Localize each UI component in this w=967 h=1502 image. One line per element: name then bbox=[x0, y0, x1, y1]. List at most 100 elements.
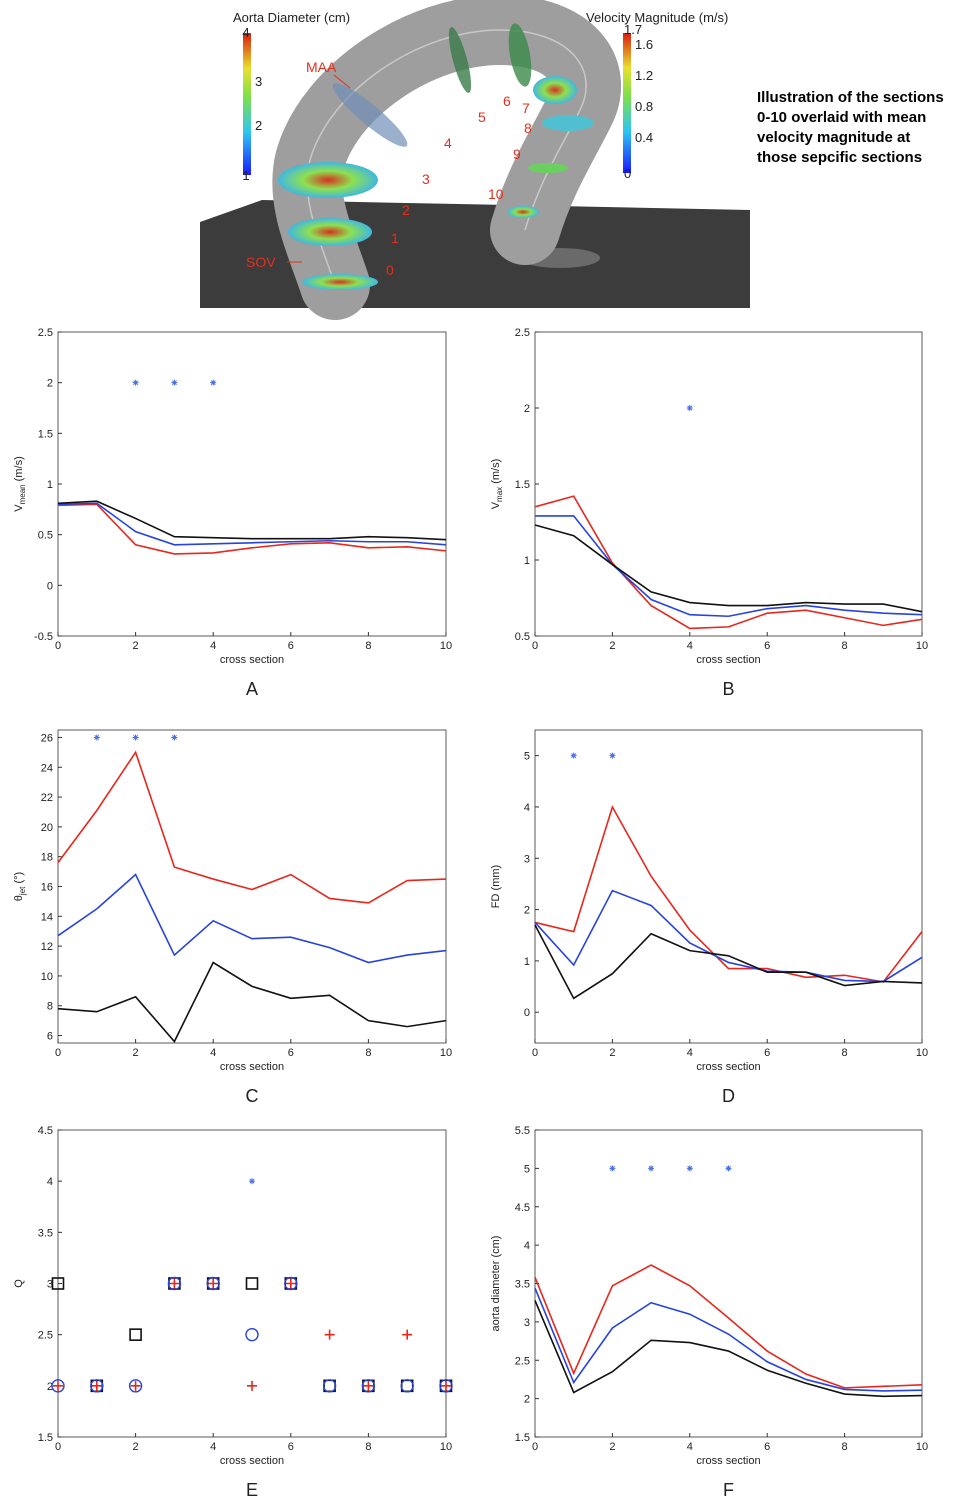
anatomy-label: SOV bbox=[246, 254, 276, 270]
caption-line: 0-10 overlaid with mean bbox=[757, 109, 926, 126]
plus-marker bbox=[402, 1329, 413, 1340]
panel-label: A bbox=[246, 679, 258, 699]
section-number: 9 bbox=[513, 146, 521, 162]
x-axis-label: cross section bbox=[696, 1061, 760, 1073]
y-tick-label: 0.5 bbox=[515, 631, 530, 643]
y-axis-label: Vmean (m/s) bbox=[13, 456, 27, 511]
y-tick-label: 0 bbox=[47, 580, 53, 592]
data-line bbox=[534, 804, 923, 983]
circle-marker bbox=[90, 1379, 104, 1393]
plot-frame bbox=[534, 331, 923, 637]
circle-marker bbox=[400, 1379, 414, 1393]
x-tick-label: 6 bbox=[288, 1047, 294, 1059]
y-tick-label: 0.5 bbox=[38, 530, 53, 542]
x-tick-label: 2 bbox=[609, 1047, 615, 1059]
data-line bbox=[57, 502, 447, 546]
y-tick-label: 6 bbox=[47, 1031, 53, 1043]
plus-marker bbox=[169, 1278, 180, 1289]
section-disc bbox=[332, 83, 408, 147]
x-tick-label: 8 bbox=[842, 1441, 848, 1453]
section-number: 5 bbox=[478, 109, 486, 125]
data-line bbox=[535, 515, 923, 618]
colorbar-tick: 0.4 bbox=[635, 130, 653, 145]
significance-marker bbox=[93, 734, 100, 741]
plus-marker bbox=[324, 1329, 335, 1340]
significance-marker bbox=[609, 1165, 616, 1172]
section-disc bbox=[528, 163, 568, 173]
significance-marker bbox=[132, 379, 139, 386]
data-line bbox=[57, 961, 447, 1043]
section-disc bbox=[542, 115, 594, 131]
y-tick-label: 3.5 bbox=[515, 1279, 530, 1291]
section-disc bbox=[448, 27, 472, 93]
circle-marker bbox=[361, 1379, 376, 1393]
y-tick-label: 3 bbox=[47, 1279, 53, 1291]
data-line bbox=[534, 1264, 923, 1389]
x-tick-label: 6 bbox=[288, 1441, 294, 1453]
colorbar-tick: 1.2 bbox=[635, 68, 653, 83]
colorbar bbox=[243, 33, 251, 175]
square-marker bbox=[51, 1277, 65, 1290]
panel-label: E bbox=[246, 1480, 258, 1497]
plus-marker bbox=[208, 1278, 219, 1289]
significance-marker bbox=[570, 752, 577, 759]
colorbar-title: Velocity Magnitude (m/s) bbox=[586, 10, 728, 25]
square-marker bbox=[129, 1328, 142, 1341]
x-tick-label: 0 bbox=[55, 1047, 61, 1059]
y-tick-label: 16 bbox=[41, 882, 53, 894]
y-tick-label: 1.5 bbox=[515, 1432, 530, 1444]
section-number: 3 bbox=[422, 171, 430, 187]
x-tick-label: 8 bbox=[365, 1441, 371, 1453]
y-tick-label: 1 bbox=[524, 555, 530, 567]
anatomy-label: MAA bbox=[306, 59, 337, 75]
y-tick-label: 2 bbox=[47, 378, 53, 390]
significance-marker bbox=[249, 1178, 255, 1185]
x-axis-label: cross section bbox=[220, 1061, 284, 1073]
section-number: 2 bbox=[402, 202, 410, 218]
y-tick-label: 4 bbox=[47, 1176, 53, 1188]
y-tick-label: 3 bbox=[524, 1317, 530, 1329]
section-number: 8 bbox=[524, 120, 532, 136]
y-axis-label-base: V bbox=[13, 504, 25, 512]
x-tick-label: 4 bbox=[687, 640, 693, 652]
circle-marker bbox=[439, 1379, 453, 1393]
data-line bbox=[57, 500, 447, 541]
y-tick-label: 5.5 bbox=[515, 1125, 530, 1137]
circle-marker bbox=[51, 1379, 65, 1393]
plus-marker bbox=[441, 1380, 451, 1391]
x-tick-label: 4 bbox=[687, 1047, 693, 1059]
x-tick-label: 0 bbox=[532, 640, 538, 652]
label-leader bbox=[333, 74, 351, 89]
panel-label: F bbox=[723, 1480, 734, 1497]
x-tick-label: 10 bbox=[916, 1441, 928, 1453]
plus-marker bbox=[91, 1380, 102, 1391]
circle-marker bbox=[284, 1276, 298, 1291]
x-tick-label: 2 bbox=[609, 640, 615, 652]
data-line bbox=[534, 924, 923, 1000]
data-line bbox=[57, 873, 447, 964]
y-tick-label: 8 bbox=[47, 1001, 53, 1013]
y-tick-label: 1.5 bbox=[38, 1432, 53, 1444]
square-marker bbox=[245, 1277, 259, 1290]
y-tick-label: 1.5 bbox=[515, 479, 530, 491]
data-line bbox=[534, 495, 923, 630]
y-tick-label: 14 bbox=[41, 911, 53, 923]
section-disc bbox=[533, 76, 577, 104]
plot-frame bbox=[57, 1129, 447, 1438]
x-axis-label: cross section bbox=[220, 1455, 284, 1467]
caption-line: velocity magnitude at bbox=[757, 129, 910, 146]
y-tick-label: 2 bbox=[524, 403, 530, 415]
x-tick-label: 8 bbox=[842, 1047, 848, 1059]
section-disc bbox=[278, 162, 378, 198]
y-tick-label: 1.5 bbox=[38, 428, 53, 440]
section-number: 10 bbox=[488, 186, 504, 202]
y-tick-label: 2.5 bbox=[38, 327, 53, 339]
section-number: 1 bbox=[391, 230, 399, 246]
section-number: 7 bbox=[522, 100, 530, 116]
chart: 0 2 4 6 8 10 0 1 2 3 4 5 cross section D FD (mm) bbox=[490, 729, 928, 1106]
y-tick-label: 2.5 bbox=[515, 327, 530, 339]
y-axis-label: FD (mm) bbox=[490, 865, 502, 908]
colorbar-tick: 1 bbox=[242, 168, 249, 183]
colorbar-tick: 1.6 bbox=[635, 37, 653, 52]
y-tick-label: 26 bbox=[41, 732, 53, 744]
